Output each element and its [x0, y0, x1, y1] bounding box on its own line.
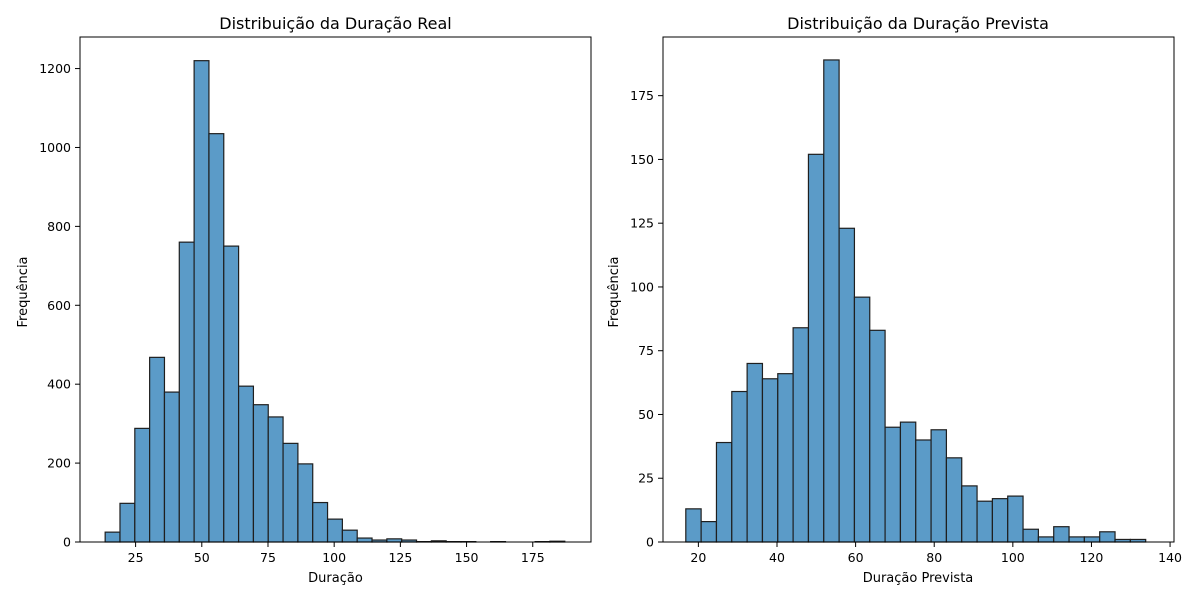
histogram-bar: [1022, 528, 1039, 543]
x-axis-label: Duração: [308, 571, 363, 586]
y-tick-label: 75: [638, 343, 654, 358]
histogram-bar: [945, 457, 963, 543]
x-tick-label: 100: [322, 550, 346, 565]
x-tick-label: 75: [260, 550, 276, 565]
histogram-bar: [1099, 531, 1116, 543]
histogram-bar: [223, 245, 240, 543]
histogram-bar: [1037, 536, 1055, 543]
y-tick-label: 100: [630, 279, 654, 294]
x-tick-label: 150: [455, 550, 479, 565]
histogram-bar: [1053, 526, 1070, 543]
histogram-bar: [869, 329, 886, 543]
histogram-bar: [1007, 495, 1024, 543]
y-tick-label: 25: [638, 471, 654, 486]
y-axis-ticks: 0 200 400 600 800 1000 1200: [39, 61, 80, 550]
histogram-bar: [991, 498, 1009, 543]
histogram-bar: [1068, 536, 1085, 543]
x-tick-label: 50: [194, 550, 210, 565]
chart-panel-duracao-real: Distribuição da Duração Real 25 50 75 100 12…: [16, 14, 592, 586]
chart-title: Distribuição da Duração Prevista: [787, 14, 1049, 33]
x-tick-label: 125: [388, 550, 412, 565]
histogram-bar: [341, 529, 358, 543]
x-tick-label: 120: [1080, 550, 1104, 565]
histogram-bar: [961, 485, 978, 543]
histogram-bar: [252, 404, 269, 543]
bars-group: [685, 59, 1147, 543]
histogram-bar: [356, 537, 373, 543]
histogram-bar: [700, 520, 718, 543]
histogram-bar: [792, 327, 810, 543]
histogram-bar: [163, 391, 180, 543]
histogram-bar: [884, 426, 902, 543]
histogram-bar: [685, 508, 702, 543]
y-axis-ticks: 0 25 50 75 100 125 150 175: [630, 88, 663, 550]
histogram-bar: [823, 59, 840, 543]
y-tick-label: 50: [638, 407, 654, 422]
histogram-bar: [134, 427, 151, 543]
x-tick-label: 100: [1001, 550, 1025, 565]
x-axis-ticks: 20 40 60 80 100 120 140: [690, 542, 1182, 565]
histogram-bar: [1083, 536, 1101, 543]
y-tick-label: 600: [47, 298, 71, 313]
histogram-bar: [267, 416, 284, 543]
x-axis-label: Duração Prevista: [863, 571, 974, 586]
x-tick-label: 175: [521, 550, 545, 565]
histogram-bar: [104, 531, 121, 543]
plot-frame: [79, 36, 592, 543]
histogram-bar: [149, 356, 166, 543]
histogram-bar: [237, 385, 255, 543]
histogram-bar: [838, 227, 856, 543]
histogram-bar: [178, 241, 195, 543]
histogram-bar: [731, 390, 748, 543]
histogram-bar: [807, 153, 825, 543]
histogram-bar: [915, 439, 932, 543]
y-tick-label: 1200: [39, 61, 71, 76]
histogram-bar: [715, 441, 733, 543]
y-tick-label: 150: [630, 152, 654, 167]
y-tick-label: 0: [646, 535, 654, 550]
x-tick-label: 20: [690, 550, 706, 565]
x-axis-ticks: 25 50 75 100 125 150 175: [128, 542, 545, 565]
x-tick-label: 25: [128, 550, 144, 565]
histogram-bar: [930, 429, 948, 543]
x-tick-label: 80: [926, 550, 942, 565]
y-tick-label: 400: [47, 377, 71, 392]
histogram-bar: [297, 463, 314, 543]
chart-title: Distribuição da Duração Real: [219, 14, 451, 33]
histogram-bar: [193, 60, 210, 543]
y-tick-label: 1000: [39, 140, 71, 155]
x-tick-label: 140: [1158, 550, 1182, 565]
y-tick-label: 800: [47, 219, 71, 234]
histogram-bar: [976, 500, 993, 543]
chart-panel-duracao-prevista: Distribuição da Duração Prevista 20 40 60 8…: [607, 14, 1182, 586]
y-tick-label: 175: [630, 88, 654, 103]
histogram-bar: [326, 518, 343, 543]
y-tick-label: 200: [47, 456, 71, 471]
histogram-bar: [746, 362, 764, 543]
histogram-bar: [208, 133, 225, 543]
histogram-bar: [312, 501, 329, 543]
x-tick-label: 40: [769, 550, 785, 565]
plot-frame: [662, 36, 1175, 543]
histogram-bar: [853, 296, 871, 543]
y-tick-label: 125: [630, 216, 654, 231]
bars-group: [104, 60, 566, 543]
x-tick-label: 60: [848, 550, 864, 565]
y-axis-label: Frequência: [607, 256, 622, 327]
histogram-bar: [777, 373, 794, 543]
histogram-bar: [761, 378, 779, 543]
y-axis-label: Frequência: [16, 256, 31, 327]
histogram-bar: [119, 502, 136, 543]
y-tick-label: 0: [63, 535, 71, 550]
histogram-bar: [899, 421, 917, 543]
histogram-bar: [282, 442, 299, 543]
